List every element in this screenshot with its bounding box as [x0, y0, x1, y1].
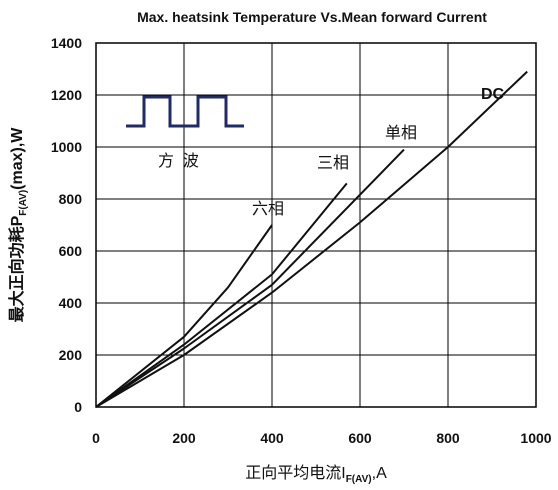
plot-frame [95, 42, 537, 408]
y-tick-label: 800 [59, 191, 83, 207]
series-label-san: 三相 [317, 154, 349, 172]
y-tick-label: 200 [59, 347, 83, 363]
chart-title: Max. heatsink Temperature Vs.Mean forwar… [137, 9, 487, 25]
series-label-dan: 单相 [385, 124, 417, 142]
y-tick-label: 1000 [51, 139, 82, 155]
series-labels: 六相 三相 单相 DC [252, 86, 505, 218]
series-line [95, 148, 405, 408]
y-tick-label: 600 [59, 243, 83, 259]
x-tick-label: 0 [92, 430, 100, 446]
y-axis-label: 最大正向功耗PF(AV)(max),W [7, 127, 29, 323]
y-tick-label: 400 [59, 295, 83, 311]
series-line [95, 182, 348, 408]
series-label-dc: DC [481, 86, 505, 103]
y-axis-ticks: 0 200 400 600 800 1000 1200 1400 [51, 35, 82, 415]
x-tick-label: 200 [172, 430, 196, 446]
x-axis-label: 正向平均电流IF(AV),A [245, 464, 387, 485]
x-tick-label: 1000 [520, 430, 551, 446]
x-tick-label: 600 [348, 430, 372, 446]
x-tick-label: 800 [436, 430, 460, 446]
y-tick-label: 0 [74, 399, 82, 415]
series-label-liu: 六相 [252, 200, 284, 218]
inset-label: 方 波 [158, 152, 199, 170]
y-tick-label: 1200 [51, 87, 82, 103]
series-lines [95, 70, 528, 408]
x-tick-label: 400 [260, 430, 284, 446]
series-line [95, 70, 528, 408]
series-line [95, 224, 273, 408]
y-tick-label: 1400 [51, 35, 82, 51]
x-axis-ticks: 0 200 400 600 800 1000 [92, 430, 552, 446]
square-wave-icon [126, 95, 244, 128]
